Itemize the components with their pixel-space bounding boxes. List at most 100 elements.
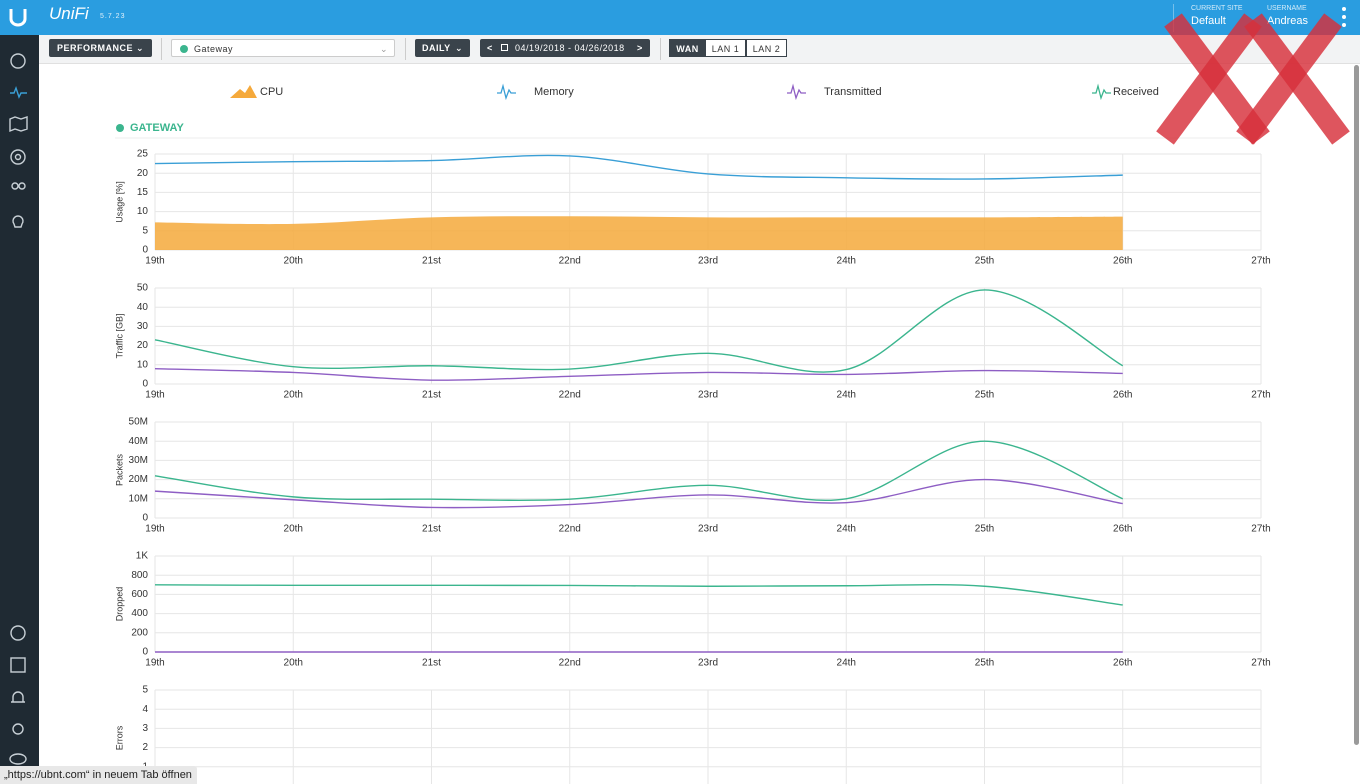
date-range: < 04/19/2018 - 04/26/2018 > [480, 39, 650, 57]
x-tick-label: 25th [975, 256, 994, 267]
settings-icon[interactable] [12, 723, 24, 735]
kebab-menu[interactable] [1340, 6, 1348, 28]
y-tick-label: 5 [142, 225, 148, 236]
chart: Traffic [GB] 0 10 20 30 40 50 19th 20th 21st 22nd 2… [114, 283, 1270, 401]
chart: Usage [%] 0 5 10 15 20 25 19th 20th 21st 22nd 23rd 2… [114, 149, 1270, 267]
alerts-icon[interactable] [11, 691, 25, 703]
x-tick-label: 20th [284, 390, 303, 401]
date-range-label[interactable]: 04/19/2018 - 04/26/2018 [515, 43, 625, 53]
y-axis-label: Packets [114, 453, 124, 486]
sidebar-icons [9, 9, 28, 765]
statistics-icon[interactable] [10, 85, 27, 99]
logo-u [9, 9, 27, 27]
section-dot [116, 124, 124, 132]
y-tick-label: 40 [137, 302, 149, 313]
status-bar: „https://ubnt.com“ in neuem Tab öffnen [0, 766, 197, 784]
y-tick-label: 0 [142, 245, 148, 256]
legend-icon [230, 85, 257, 98]
legend-label: CPU [260, 86, 283, 98]
x-tick-label: 27th [1251, 524, 1270, 535]
y-axis-label: Traffic [GB] [114, 313, 124, 358]
x-tick-label: 22nd [559, 390, 581, 401]
line [154, 440, 1124, 502]
devices-icon-dot [14, 153, 22, 161]
y-tick-label: 10 [137, 359, 149, 370]
info-icon[interactable] [10, 625, 26, 641]
separator [161, 38, 162, 60]
chevron: ⌄ [454, 43, 463, 53]
x-tick-label: 27th [1251, 256, 1270, 267]
clients-icon[interactable] [11, 182, 19, 190]
view-select[interactable]: PERFORMANCE ⌄ [49, 39, 152, 57]
sidebar [0, 0, 39, 784]
map-icon[interactable] [9, 116, 28, 133]
y-tick-label: 20M [129, 474, 148, 485]
x-tick-label: 24th [837, 524, 856, 535]
chevron: ⌄ [379, 44, 388, 54]
section-title: GATEWAY [130, 122, 184, 134]
y-tick-label: 4 [142, 704, 148, 715]
legend-icon [787, 83, 806, 101]
separator [405, 38, 406, 60]
tasks-icon[interactable] [10, 657, 26, 673]
interval-label: DAILY [422, 43, 451, 53]
tab[interactable]: LAN 2 [746, 39, 787, 57]
site-label: CURRENT SITE [1191, 5, 1243, 12]
y-tick-label: 400 [131, 608, 148, 619]
user-menu[interactable]: Andreas [1267, 15, 1308, 27]
next-button[interactable]: > [637, 43, 643, 53]
x-tick-label: 19th [145, 256, 164, 267]
x-tick-label: 19th [145, 658, 164, 669]
x-tick-label: 19th [145, 390, 164, 401]
line [154, 583, 1123, 606]
logo-box [0, 0, 39, 35]
chat-icon[interactable] [9, 753, 27, 765]
y-tick-label: 0 [142, 379, 148, 390]
y-tick-label: 40M [129, 436, 148, 447]
y-axis-label: Usage [%] [114, 181, 124, 223]
y-tick-label: 15 [137, 187, 149, 198]
x-tick-label: 26th [1113, 256, 1132, 267]
site-select[interactable]: Default [1191, 15, 1226, 27]
device-select[interactable]: Gateway ⌄ [171, 39, 395, 57]
x-tick-label: 25th [975, 524, 994, 535]
logo-text: UniFi [49, 4, 89, 23]
interval-select[interactable]: DAILY ⌄ [415, 39, 470, 57]
legend-label: Received [1113, 86, 1159, 98]
device-label: Gateway [194, 44, 234, 54]
y-tick-label: 5 [142, 685, 148, 696]
y-tick-label: 20 [137, 168, 149, 179]
dashboard-icon[interactable] [10, 53, 26, 69]
tab[interactable]: LAN 1 [705, 39, 746, 57]
x-tick-label: 25th [975, 658, 994, 669]
x-tick-label: 21st [422, 658, 441, 669]
line [154, 154, 1123, 180]
y-tick-label: 50 [137, 283, 149, 294]
chart: Packets 0 10M 20M 30M 40M 50M 19th 20th 21st 22nd 2… [114, 417, 1270, 535]
y-axis-label: Errors [114, 725, 124, 750]
y-tick-label: 25 [137, 149, 149, 160]
toolbar: PERFORMANCE ⌄ Gateway ⌄ DAILY ⌄ < 04/19/201… [39, 35, 1360, 64]
insights-icon[interactable] [12, 215, 24, 228]
legend-label: Transmitted [824, 86, 882, 98]
x-tick-label: 24th [837, 390, 856, 401]
prev-button[interactable]: < [487, 43, 493, 53]
x-tick-label: 22nd [559, 256, 581, 267]
divider [1173, 4, 1174, 32]
tab[interactable]: WAN [669, 39, 706, 57]
line [154, 289, 1124, 373]
x-tick-label: 20th [284, 524, 303, 535]
y-tick-label: 0 [142, 647, 148, 658]
calendar-icon [501, 44, 508, 51]
y-tick-label: 1K [136, 551, 149, 562]
y-tick-label: 2 [142, 742, 148, 753]
legend-icon [497, 83, 516, 101]
x-tick-label: 27th [1251, 390, 1270, 401]
x-tick-label: 26th [1113, 658, 1132, 669]
devices-icon[interactable] [10, 149, 26, 165]
scrollbar [1354, 65, 1359, 745]
y-tick-label: 30M [129, 455, 148, 466]
version: 5.7.23 [100, 13, 126, 20]
y-tick-label: 600 [131, 589, 148, 600]
